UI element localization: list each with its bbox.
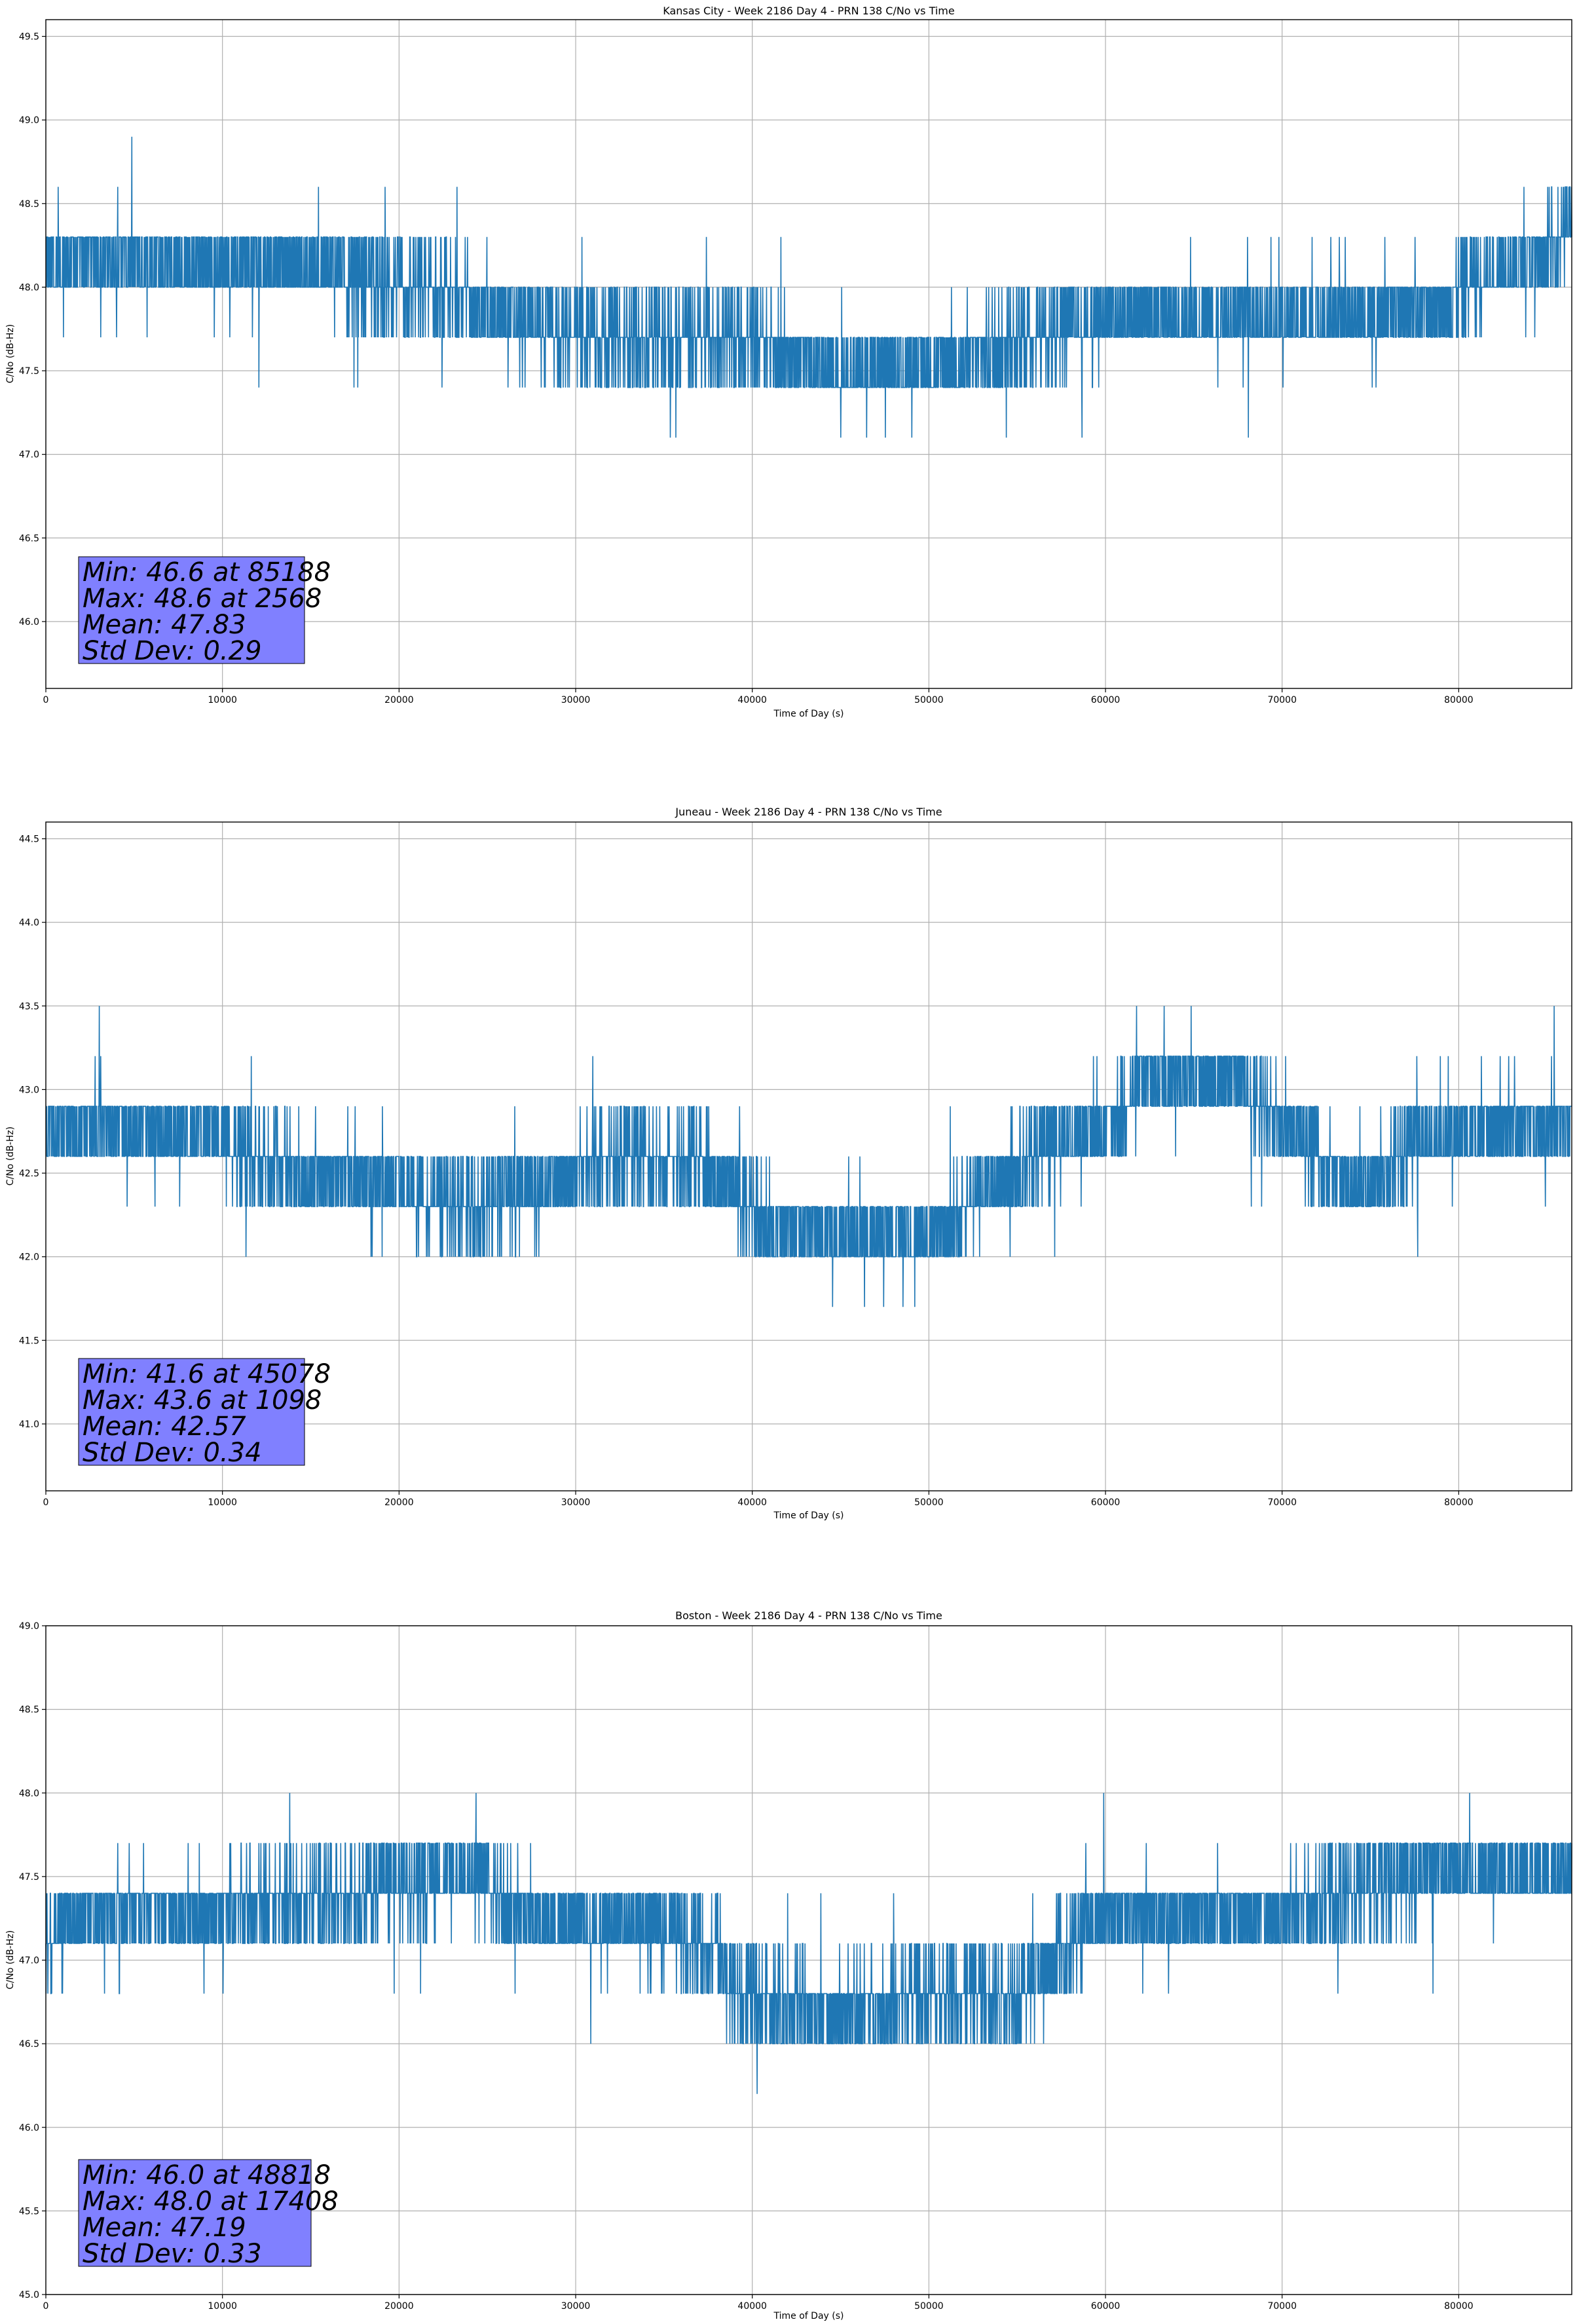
x-tick-label: 10000	[208, 695, 237, 705]
series-polyline	[45, 1005, 1572, 1307]
y-tick-label: 45.5	[19, 2206, 39, 2217]
stats-box: Min: 46.0 at 48818 Max: 48.0 at 17408 Me…	[78, 2159, 339, 2269]
stat-max: Max: 43.6 at 1098	[83, 1385, 322, 1415]
x-tick-labels: 0 10000 20000 30000 40000 50000 60000 70000 8000…	[43, 2295, 1474, 2312]
y-tick-label: 41.0	[19, 1419, 39, 1430]
stat-std: Std Dev: 0.33	[83, 2239, 262, 2269]
stats-box-background	[78, 556, 305, 664]
axes-frame	[45, 821, 1572, 1491]
x-tick-label: 0	[43, 2301, 49, 2312]
y-tick-label: 41.5	[19, 1336, 39, 1346]
y-tick-label: 42.5	[19, 1169, 39, 1179]
stat-mean: Mean: 47.19	[83, 2213, 246, 2243]
y-tick-label: 43.0	[19, 1085, 39, 1095]
x-tick-label: 20000	[384, 1497, 414, 1508]
y-tick-labels: 41.0 41.5 42.0 42.5 43.0 43.5 44.0 44.5	[19, 834, 46, 1430]
panel-kansas-city: 0 10000 20000 30000 40000 50000 60000 70000 8000…	[5, 5, 1572, 719]
x-tick-label: 70000	[1267, 1497, 1297, 1508]
stat-std: Std Dev: 0.34	[83, 1438, 262, 1468]
series-polyline	[46, 136, 1572, 438]
y-tick-label: 48.5	[19, 199, 39, 210]
x-tick-label: 50000	[914, 695, 944, 705]
y-axis-label: C/No (dB-Hz)	[5, 1930, 16, 1989]
x-axis-label: Time of Day (s)	[773, 709, 844, 719]
x-tick-label: 20000	[384, 695, 414, 705]
y-tick-label: 49.0	[19, 1621, 39, 1632]
y-tick-labels: 46.0 46.5 47.0 47.5 48.0 48.5 49.0 49.5	[19, 32, 46, 628]
x-tick-labels: 0 10000 20000 30000 40000 50000 60000 70000 8000…	[43, 688, 1474, 705]
stats-box-background	[78, 2159, 312, 2267]
y-tick-labels: 45.0 45.5 46.0 46.5 47.0 47.5 48.0 48.5 49.0	[19, 1621, 46, 2300]
x-tick-label: 70000	[1267, 2301, 1297, 2312]
stats-box: Min: 46.6 at 85188 Max: 48.6 at 2568 Mea…	[78, 556, 331, 666]
grid-lines	[45, 20, 1572, 688]
x-tick-label: 0	[43, 695, 49, 705]
y-tick-label: 48.0	[19, 1788, 39, 1799]
stat-min: Min: 46.6 at 85188	[83, 557, 331, 588]
series-polyline	[45, 1793, 1572, 2094]
x-tick-label: 30000	[561, 1497, 591, 1508]
x-tick-label: 60000	[1091, 1497, 1121, 1508]
stat-min: Min: 41.6 at 45078	[83, 1359, 331, 1389]
x-tick-label: 10000	[208, 2301, 237, 2312]
x-tick-label: 30000	[561, 2301, 591, 2312]
series-line	[45, 1793, 1572, 2094]
x-axis-label: Time of Day (s)	[773, 1510, 844, 1521]
x-tick-label: 30000	[561, 695, 591, 705]
y-tick-label: 48.5	[19, 1705, 39, 1715]
x-axis-label: Time of Day (s)	[773, 2311, 844, 2321]
x-tick-label: 20000	[384, 2301, 414, 2312]
x-tick-label: 40000	[737, 695, 767, 705]
axes-frame	[45, 19, 1572, 689]
x-tick-label: 60000	[1091, 695, 1121, 705]
series-line	[46, 136, 1572, 438]
y-tick-label: 47.5	[19, 366, 39, 377]
x-tick-label: 0	[43, 1497, 49, 1508]
stat-mean: Mean: 47.83	[83, 610, 246, 640]
x-tick-label: 60000	[1091, 2301, 1121, 2312]
y-tick-label: 49.5	[19, 32, 39, 43]
y-tick-label: 46.0	[19, 617, 39, 628]
chart-title: Juneau - Week 2186 Day 4 - PRN 138 C/No …	[675, 806, 942, 818]
y-tick-label: 47.5	[19, 1872, 39, 1883]
x-tick-label: 50000	[914, 2301, 944, 2312]
panel-boston: 0 10000 20000 30000 40000 50000 60000 70000 8000…	[5, 1609, 1572, 2321]
y-tick-label: 47.0	[19, 450, 39, 460]
panel-juneau: 0 10000 20000 30000 40000 50000 60000 70000 8000…	[5, 806, 1572, 1521]
stats-box-background	[78, 1358, 305, 1466]
x-tick-label: 80000	[1444, 2301, 1474, 2312]
y-tick-label: 42.0	[19, 1252, 39, 1263]
x-tick-label: 80000	[1444, 1497, 1474, 1508]
stat-std: Std Dev: 0.29	[83, 636, 262, 666]
chart-title: Kansas City - Week 2186 Day 4 - PRN 138 …	[663, 5, 954, 17]
stat-min: Min: 46.0 at 48818	[83, 2160, 331, 2190]
stat-max: Max: 48.6 at 2568	[83, 584, 322, 614]
y-axis-label: C/No (dB-Hz)	[5, 1127, 16, 1186]
stats-box: Min: 41.6 at 45078 Max: 43.6 at 1098 Mea…	[78, 1358, 331, 1468]
stat-mean: Mean: 42.57	[83, 1412, 246, 1442]
y-tick-label: 48.0	[19, 282, 39, 293]
x-tick-labels: 0 10000 20000 30000 40000 50000 60000 70000 8000…	[43, 1491, 1474, 1508]
stat-max: Max: 48.0 at 17408	[83, 2186, 339, 2217]
y-tick-label: 46.5	[19, 533, 39, 544]
y-tick-label: 49.0	[19, 115, 39, 126]
y-tick-label: 47.0	[19, 1956, 39, 1966]
y-tick-label: 43.5	[19, 1002, 39, 1012]
y-tick-label: 45.0	[19, 2290, 39, 2300]
y-tick-label: 44.5	[19, 834, 39, 845]
y-tick-label: 46.0	[19, 2123, 39, 2133]
series-line	[45, 1005, 1572, 1307]
x-tick-label: 70000	[1267, 695, 1297, 705]
x-tick-label: 40000	[737, 1497, 767, 1508]
y-tick-label: 44.0	[19, 918, 39, 928]
y-tick-label: 46.5	[19, 2039, 39, 2050]
x-tick-label: 40000	[737, 2301, 767, 2312]
chart-title: Boston - Week 2186 Day 4 - PRN 138 C/No …	[675, 1609, 942, 1622]
x-tick-label: 10000	[208, 1497, 237, 1508]
x-tick-label: 80000	[1444, 695, 1474, 705]
x-tick-label: 50000	[914, 1497, 944, 1508]
y-axis-label: C/No (dB-Hz)	[5, 324, 16, 383]
